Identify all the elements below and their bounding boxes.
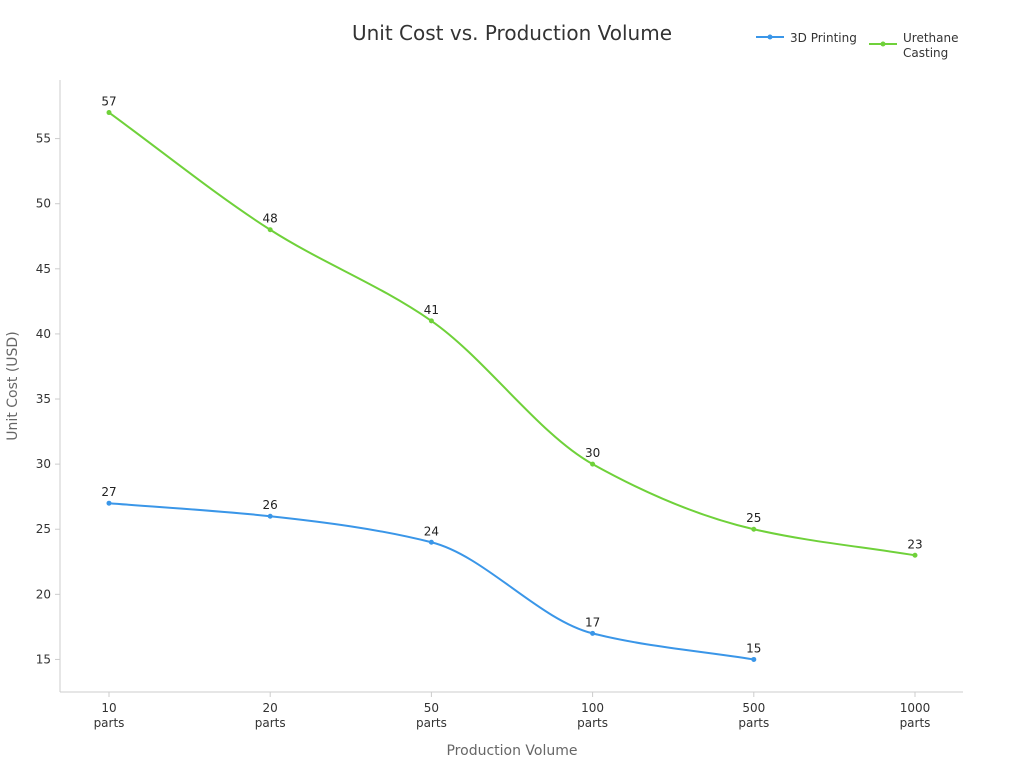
data-point-3d-printing — [106, 500, 112, 506]
legend: 3D Printing Urethane Casting — [756, 31, 959, 60]
y-tick-label: 25 — [36, 522, 51, 536]
y-tick-label: 55 — [36, 132, 51, 146]
data-point-urethane-casting — [106, 110, 112, 116]
x-tick-label: 1000 parts — [900, 701, 931, 730]
x-axis-title: Production Volume — [446, 743, 577, 759]
data-label-urethane-casting: 30 — [585, 446, 600, 460]
x-tick-label: 20 parts — [255, 701, 286, 730]
data-point-3d-printing — [428, 539, 434, 545]
data-point-urethane-casting — [912, 552, 918, 558]
data-label-3d-printing: 15 — [746, 641, 761, 655]
chart-title: Unit Cost vs. Production Volume — [352, 21, 672, 45]
legend-marker-3d-printing — [767, 34, 773, 40]
x-tick-label: 500 parts — [738, 701, 769, 730]
data-point-3d-printing — [751, 656, 757, 662]
series-urethane-casting: 57 48 41 30 25 23 — [101, 95, 923, 558]
legend-item-3d-printing: 3D Printing — [756, 31, 857, 45]
y-tick-label: 50 — [36, 197, 51, 211]
series-3d-printing: 27 26 24 17 15 — [101, 485, 761, 662]
data-label-3d-printing: 24 — [424, 524, 439, 538]
data-label-urethane-casting: 48 — [263, 212, 278, 226]
y-tick-label: 45 — [36, 262, 51, 276]
data-point-urethane-casting — [751, 526, 757, 532]
y-tick-label: 15 — [36, 652, 51, 666]
data-label-urethane-casting: 57 — [101, 95, 116, 109]
data-label-3d-printing: 17 — [585, 615, 600, 629]
data-label-urethane-casting: 25 — [746, 511, 761, 525]
data-point-3d-printing — [590, 630, 596, 636]
data-label-urethane-casting: 23 — [907, 537, 922, 551]
y-tick-label: 40 — [36, 327, 51, 341]
x-tick-label: 100 parts — [577, 701, 608, 730]
data-point-urethane-casting — [590, 461, 596, 467]
data-point-urethane-casting — [428, 318, 434, 324]
y-tick-label: 20 — [36, 587, 51, 601]
legend-item-urethane-casting: Urethane Casting — [869, 31, 959, 60]
data-label-3d-printing: 26 — [263, 498, 278, 512]
legend-label-urethane-casting: Urethane Casting — [903, 31, 959, 60]
data-label-urethane-casting: 41 — [424, 303, 439, 317]
data-label-3d-printing: 27 — [101, 485, 116, 499]
y-tick-label: 35 — [36, 392, 51, 406]
legend-label-3d-printing: 3D Printing — [790, 31, 857, 45]
x-tick-label: 10 parts — [94, 701, 125, 730]
legend-marker-urethane-casting — [880, 41, 886, 47]
x-tick-label: 50 parts — [416, 701, 447, 730]
y-axis-title: Unit Cost (USD) — [5, 331, 21, 440]
data-point-3d-printing — [267, 513, 273, 519]
data-point-urethane-casting — [267, 227, 273, 233]
series-group: 27 26 24 17 15 57 48 41 30 25 23 — [101, 95, 923, 662]
x-axis-ticks: 10 parts 20 parts 50 parts 100 parts 500 parts 100… — [94, 692, 931, 730]
y-tick-label: 30 — [36, 457, 51, 471]
y-axis-ticks: 15 20 25 30 35 40 45 50 55 — [36, 132, 60, 666]
series-line-urethane-casting — [108, 111, 916, 557]
